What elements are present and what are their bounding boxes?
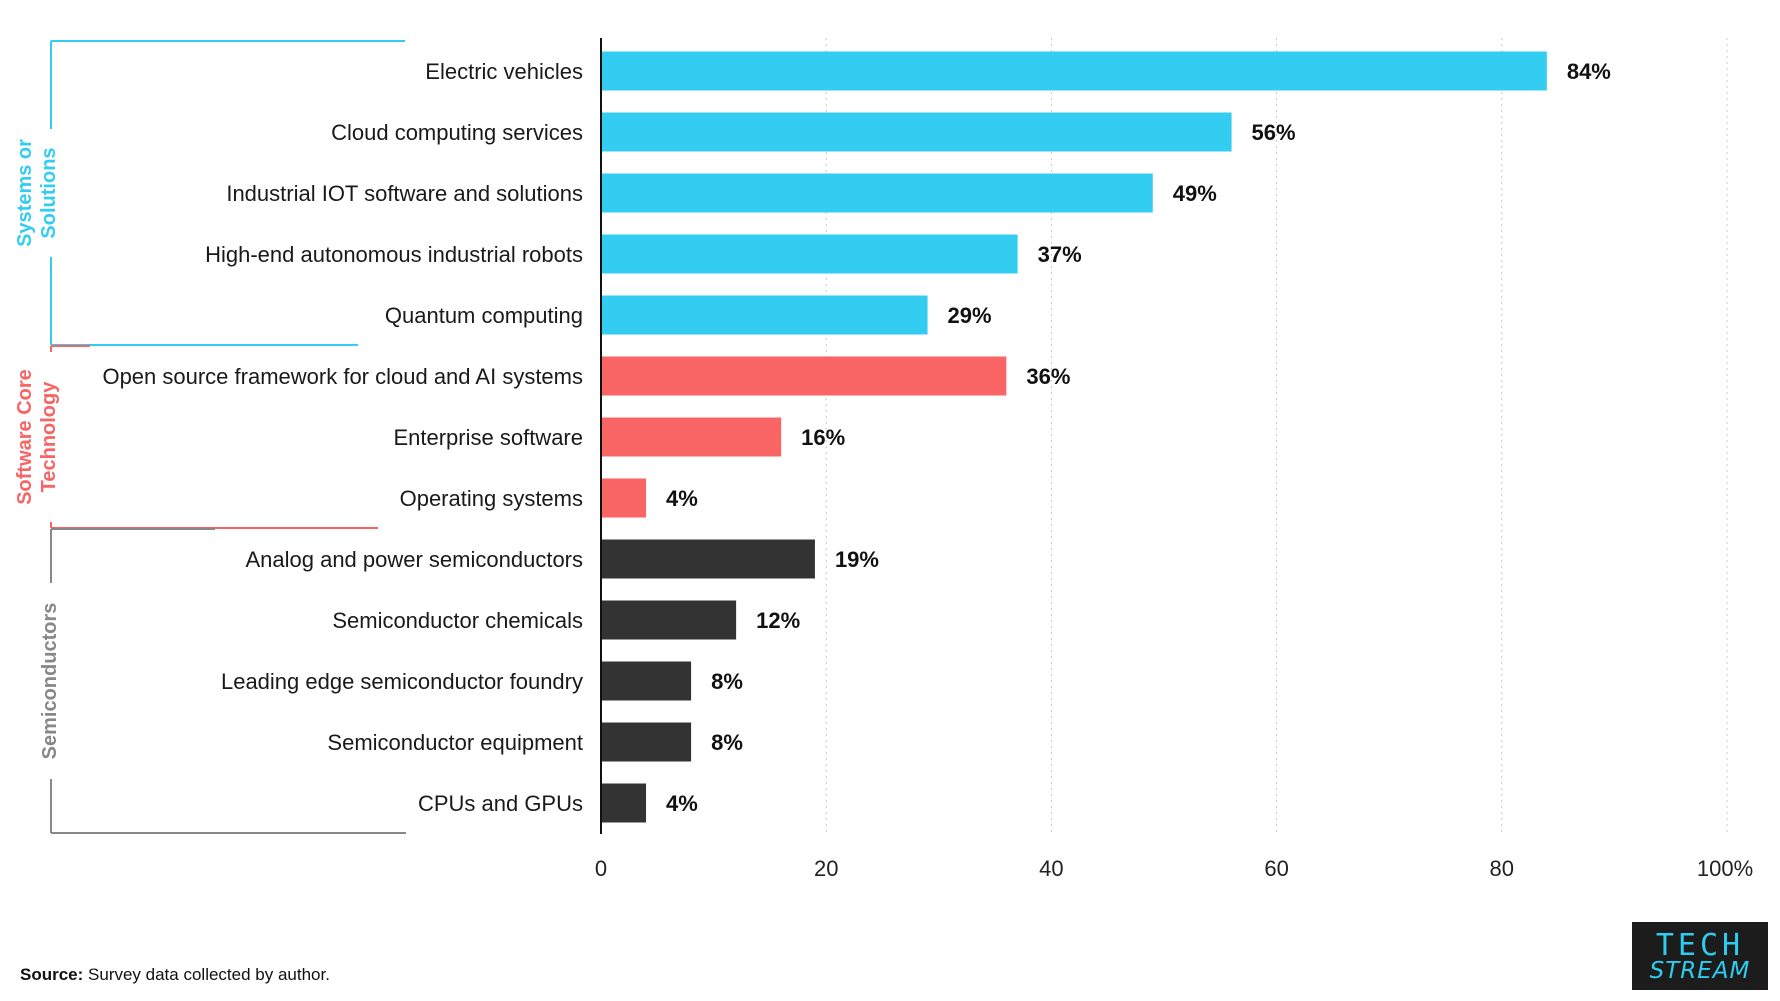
bar-10	[601, 661, 692, 701]
group-label-0-1: Solutions	[38, 147, 60, 238]
value-label-10: 8%	[711, 669, 743, 694]
techstream-logo: TECH STREAM	[1632, 922, 1768, 990]
source-text: Survey data collected by author.	[83, 965, 330, 984]
bar-11	[601, 722, 692, 762]
bar-chart: Electric vehicles 84% Cloud computing serv…	[14, 38, 1753, 881]
logo-line-1: TECH	[1655, 928, 1745, 963]
value-label-12: 4%	[666, 791, 698, 816]
group-label-1-0: Software Core	[14, 369, 36, 505]
category-label-8: Analog and power semiconductors	[245, 547, 583, 572]
value-label-0: 84%	[1567, 59, 1611, 84]
value-label-9: 12%	[756, 608, 800, 633]
value-label-5: 36%	[1026, 364, 1070, 389]
value-label-2: 49%	[1173, 181, 1217, 206]
category-label-9: Semiconductor chemicals	[332, 608, 583, 633]
bar-12	[601, 783, 647, 823]
category-label-5: Open source framework for cloud and AI s…	[102, 364, 583, 389]
value-label-4: 29%	[948, 303, 992, 328]
group-label-1-1: Technology	[38, 381, 60, 493]
category-label-3: High-end autonomous industrial robots	[205, 242, 583, 267]
category-label-6: Enterprise software	[393, 425, 583, 450]
x-tick-label-3: 60	[1264, 856, 1288, 881]
bar-4	[601, 295, 928, 335]
category-label-10: Leading edge semiconductor foundry	[221, 669, 583, 694]
group-label-2-0: Semiconductors	[39, 603, 61, 760]
bar-0	[601, 51, 1547, 91]
x-tick-label-2: 40	[1039, 856, 1063, 881]
category-label-4: Quantum computing	[385, 303, 583, 328]
value-label-7: 4%	[666, 486, 698, 511]
category-label-1: Cloud computing services	[331, 120, 583, 145]
x-tick-label-1: 20	[814, 856, 838, 881]
category-label-2: Industrial IOT software and solutions	[226, 181, 583, 206]
bar-2	[601, 173, 1153, 213]
value-label-1: 56%	[1252, 120, 1296, 145]
bar-9	[601, 600, 737, 640]
value-label-3: 37%	[1038, 242, 1082, 267]
x-tick-label-5: 100%	[1697, 856, 1753, 881]
source-label: Source:	[20, 965, 84, 984]
category-label-0: Electric vehicles	[425, 59, 583, 84]
value-label-6: 16%	[801, 425, 845, 450]
bar-8	[601, 539, 815, 579]
value-label-11: 8%	[711, 730, 743, 755]
bar-1	[601, 112, 1232, 152]
category-label-11: Semiconductor equipment	[327, 730, 583, 755]
source-note: Source: Survey data collected by author.	[20, 965, 330, 985]
bar-3	[601, 234, 1018, 274]
x-tick-label-4: 80	[1490, 856, 1514, 881]
group-label-0-0: Systems or	[14, 139, 36, 247]
category-label-7: Operating systems	[400, 486, 583, 511]
value-label-8: 19%	[835, 547, 879, 572]
bar-5	[601, 356, 1007, 396]
bar-6	[601, 417, 782, 457]
bar-7	[601, 478, 647, 518]
x-tick-label-0: 0	[595, 856, 607, 881]
category-label-12: CPUs and GPUs	[418, 791, 583, 816]
logo-line-2: STREAM	[1649, 958, 1751, 984]
